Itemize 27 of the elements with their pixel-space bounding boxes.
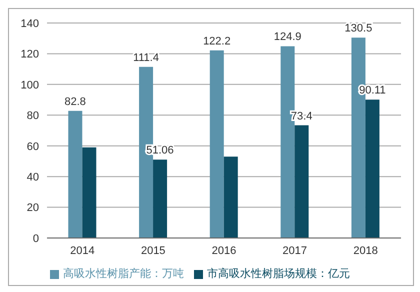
data-label: 124.9: [274, 31, 302, 44]
x-tick-label: 2014: [70, 244, 95, 257]
y-tick-label: 20: [26, 202, 39, 214]
bar: [365, 100, 380, 238]
bar: [153, 160, 168, 238]
y-tick-label: 100: [20, 79, 39, 92]
data-label: 111.4: [133, 52, 159, 64]
data-label: 130.5: [344, 22, 372, 35]
bar: [210, 50, 224, 238]
y-tick-label: 140: [20, 18, 39, 30]
y-tick-label: 0: [32, 232, 39, 245]
legend-label: 市高吸水性树脂场规模：亿元: [207, 268, 350, 280]
bar: [294, 125, 309, 238]
bar: [68, 110, 82, 238]
y-tick-label: 120: [20, 48, 39, 61]
y-tick-label: 60: [26, 140, 39, 153]
x-tick-label: 2016: [212, 244, 236, 257]
y-tick-label: 80: [26, 110, 39, 122]
x-tick-label: 2017: [282, 244, 308, 257]
y-tick-label: 40: [26, 171, 39, 184]
bar: [224, 156, 238, 238]
bar: [82, 147, 96, 238]
x-tick-label: 2018: [353, 244, 378, 257]
data-label: 82.8: [64, 96, 86, 108]
legend-label: 高吸水性树脂产能：万吨: [63, 268, 184, 280]
x-tick-label: 2015: [140, 244, 166, 257]
data-label: 122.2: [203, 35, 231, 48]
